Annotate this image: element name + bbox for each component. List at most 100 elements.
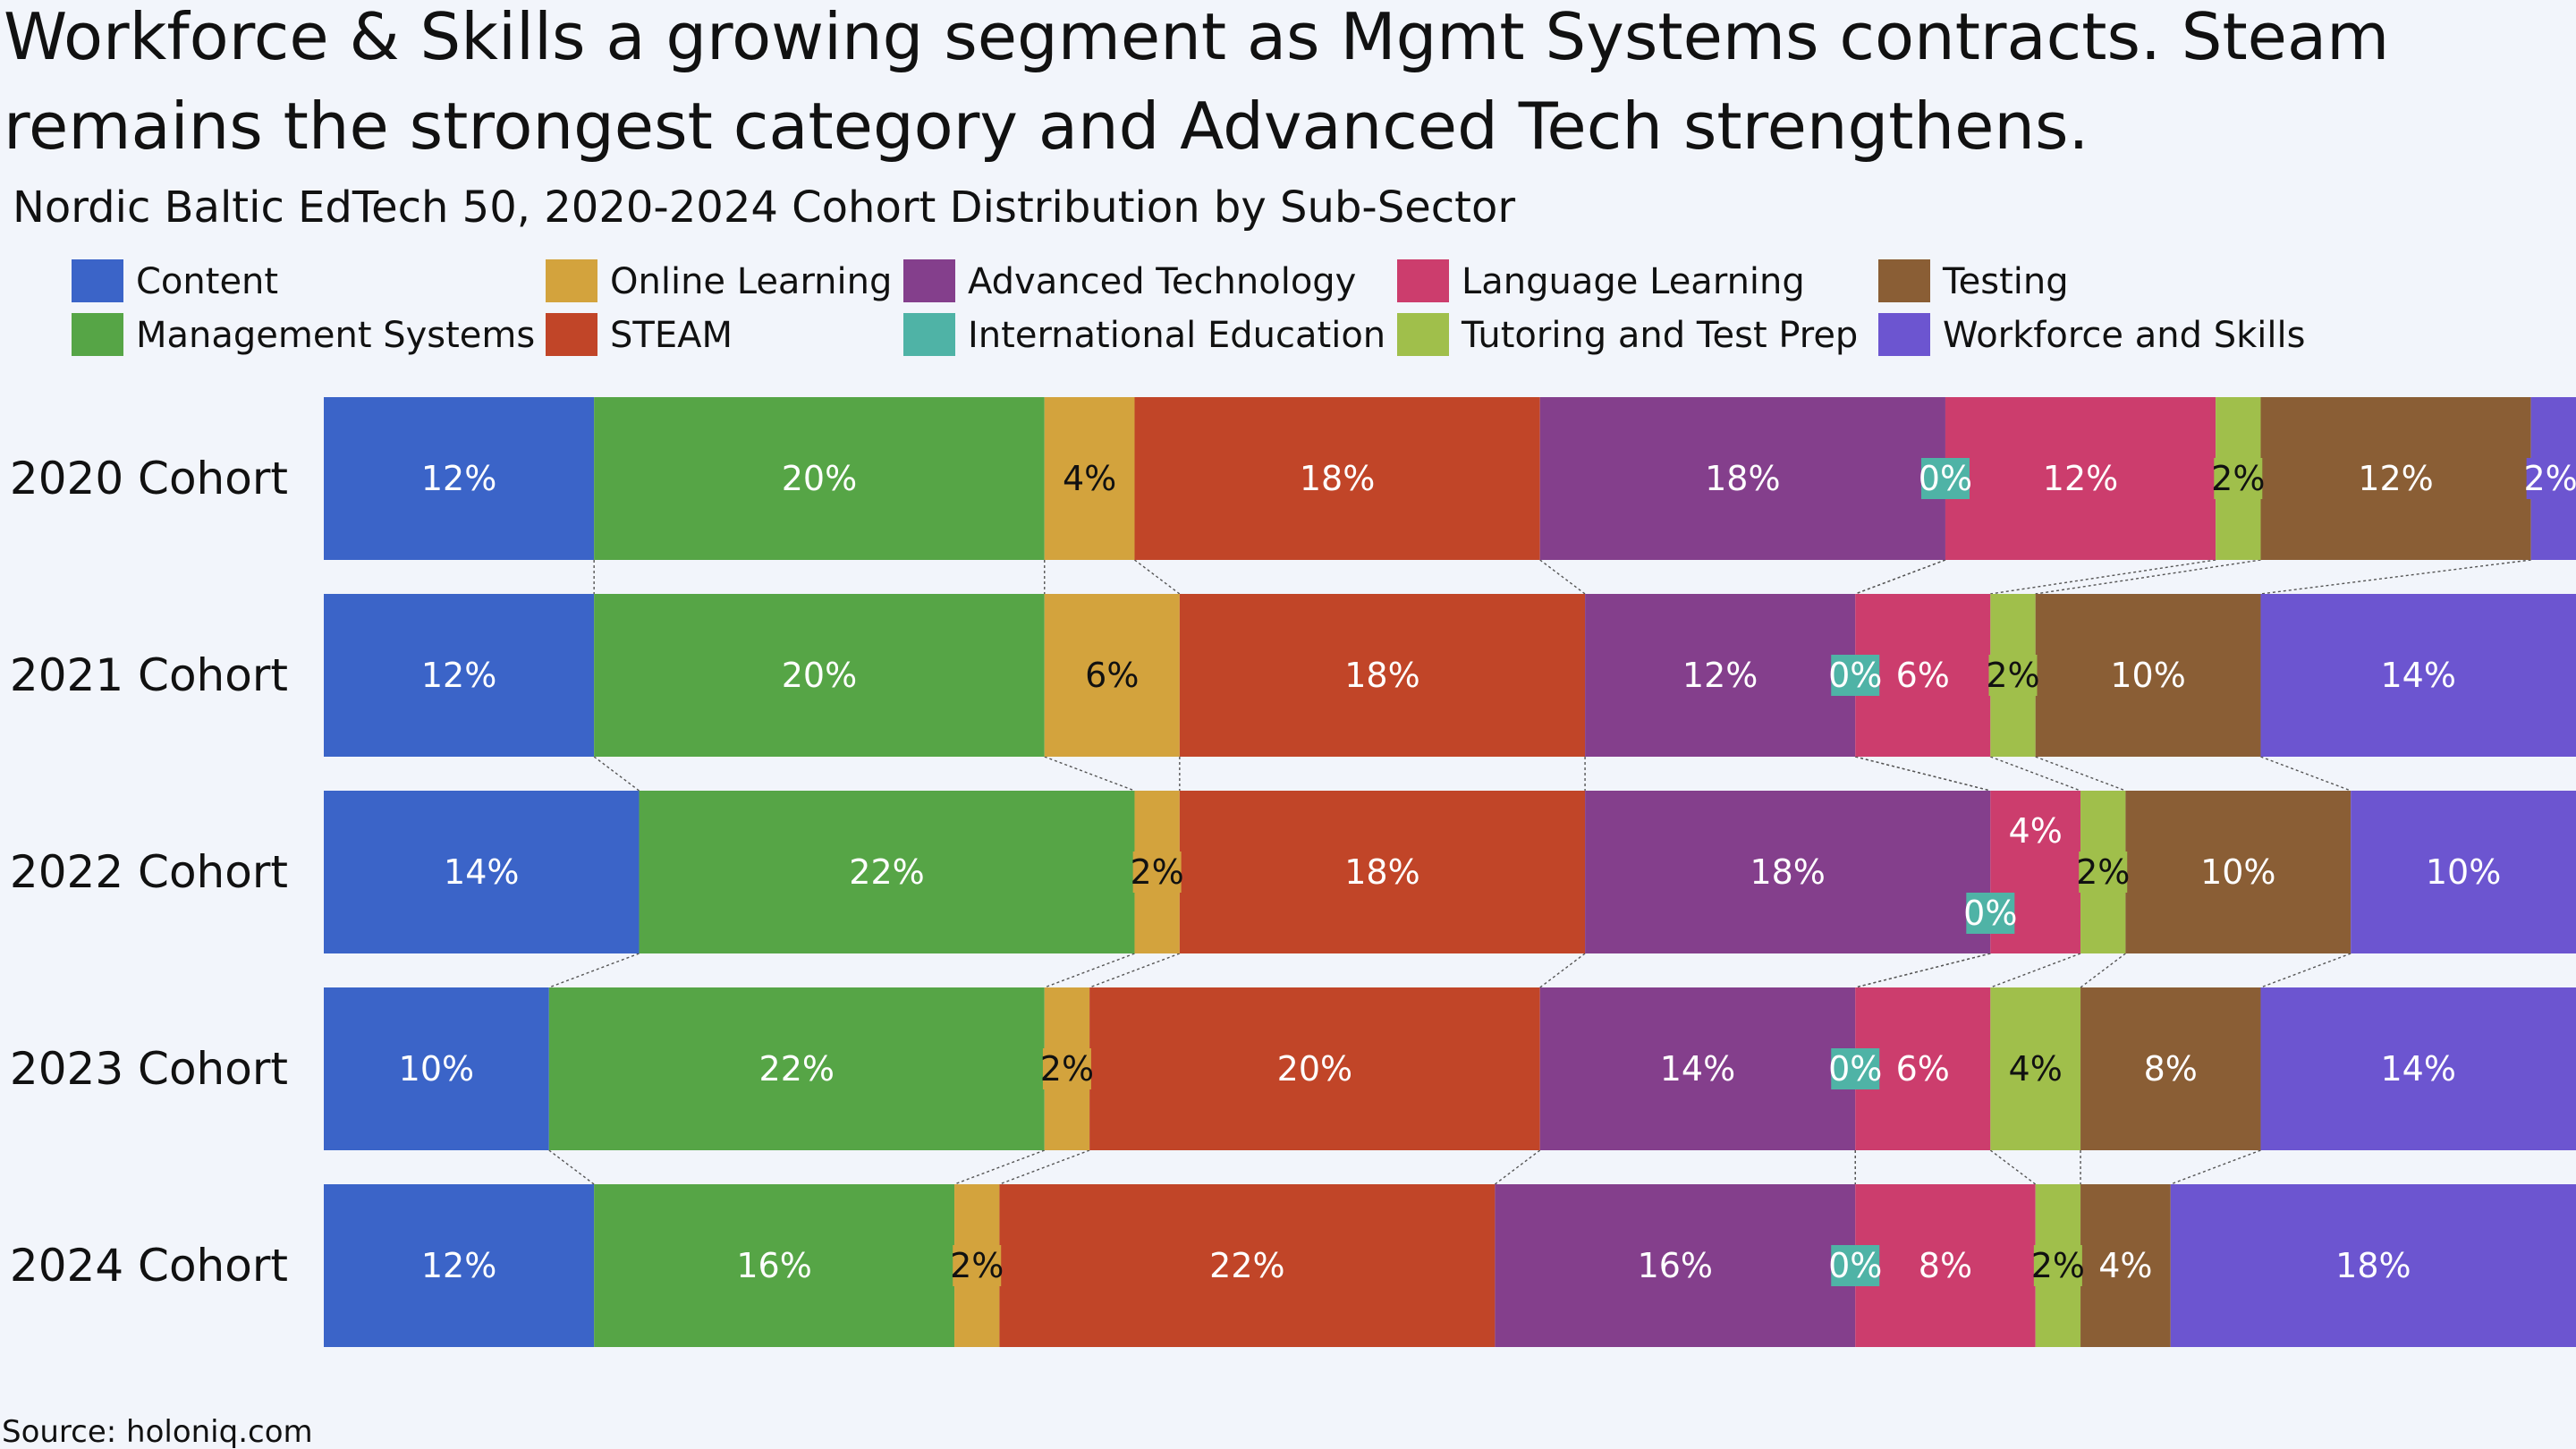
legend-label-management-systems: Management Systems [136, 315, 535, 356]
legend-swatch-testing [1878, 259, 1930, 302]
legend-swatch-steam [546, 313, 597, 356]
bar-segment-management-systems-2020-cohort [594, 397, 1045, 560]
chart-subtitle: Nordic Baltic EdTech 50, 2020-2024 Cohor… [13, 182, 1515, 233]
legend-label-advanced-technology: Advanced Technology [968, 261, 1356, 302]
bar-segment-steam-2020-cohort [1134, 397, 1540, 560]
data-label-workforce-and-skills-2021-cohort: 14% [2381, 656, 2456, 695]
data-label-online-learning-2021-cohort: 6% [1085, 656, 1139, 695]
bar-segment-steam-2021-cohort [1179, 594, 1586, 757]
data-label-tutoring-and-test-prep-2024-cohort: 2% [2031, 1246, 2085, 1285]
data-label-tutoring-and-test-prep-2023-cohort: 4% [2009, 1049, 2063, 1089]
legend-label-online-learning: Online Learning [610, 261, 892, 302]
bar-segment-management-systems-2022-cohort [639, 791, 1135, 953]
data-label-international-education-2020-cohort-bg [1920, 458, 1970, 499]
legend-item-workforce-and-skills: Workforce and Skills [1878, 313, 2305, 356]
chart-title-line-1: Workforce & Skills a growing segment as … [4, 0, 2389, 74]
bar-segment-language-learning-2024-cohort [1855, 1184, 2036, 1347]
legend-label-content: Content [136, 261, 278, 302]
data-label-content-2022-cohort: 14% [444, 852, 519, 892]
connector-lines [548, 559, 2531, 1185]
data-label-advanced-technology-2022-cohort: 18% [1750, 852, 1825, 892]
connector-line [1990, 756, 2081, 792]
bar-segment-advanced-technology-2022-cohort [1585, 791, 1991, 953]
data-label-content-2023-cohort: 10% [399, 1049, 474, 1089]
data-label-online-learning-2020-cohort: 4% [1063, 459, 1116, 498]
bar-segment-testing-2024-cohort [2080, 1184, 2171, 1347]
bar-segment-content-2021-cohort [324, 594, 595, 757]
connector-line [2080, 953, 2126, 988]
data-label-content-2020-cohort: 12% [421, 459, 496, 498]
source-note: Source: holoniq.com [2, 1414, 313, 1449]
bar-segment-testing-2020-cohort [2260, 397, 2531, 560]
data-label-online-learning-2023-cohort-bg [1042, 1048, 1091, 1089]
data-label-international-education-2022-cohort-bg [1966, 893, 2015, 934]
bar-row-2021-cohort [324, 594, 2576, 757]
data-label-testing-2023-cohort: 8% [2144, 1049, 2198, 1089]
data-label-online-learning-2022-cohort: 2% [1131, 852, 1184, 892]
connector-line [1854, 559, 1946, 595]
legend-label-international-education: International Education [968, 315, 1385, 356]
connector-line [1044, 756, 1135, 792]
legend-item-content: Content [72, 259, 278, 302]
data-label-language-learning-2022-cohort: 4% [2009, 811, 2063, 851]
data-label-online-learning-2024-cohort-bg [953, 1245, 1002, 1286]
bar-segment-testing-2022-cohort [2125, 791, 2351, 953]
row-labels: 2020 Cohort 2021 Cohort 2022 Cohort 2023 Co… [10, 453, 288, 1292]
connector-line [1990, 559, 2216, 595]
legend-item-international-education: International Education [903, 313, 1385, 356]
legend-swatch-language-learning [1397, 259, 1449, 302]
data-label-international-education-2023-cohort-bg [1831, 1048, 1880, 1089]
bar-segment-workforce-and-skills-2024-cohort [2170, 1184, 2576, 1347]
data-label-advanced-technology-2023-cohort: 14% [1660, 1049, 1735, 1089]
data-label-international-education-2021-cohort-bg [1831, 655, 1880, 696]
chart-title: Workforce & Skills a growing segment as … [4, 0, 2389, 164]
legend-item-online-learning: Online Learning [546, 259, 892, 302]
bar-segment-online-learning-2021-cohort [1044, 594, 1180, 757]
data-label-management-systems-2024-cohort: 16% [736, 1246, 811, 1285]
bar-segment-steam-2024-cohort [999, 1184, 1496, 1347]
data-label-language-learning-2024-cohort: 8% [1919, 1246, 1972, 1285]
legend-swatch-content [72, 259, 123, 302]
row-label-2023-cohort: 2023 Cohort [10, 1043, 288, 1095]
connector-line [1539, 953, 1586, 988]
bar-segment-workforce-and-skills-2022-cohort [2351, 791, 2576, 953]
data-label-international-education-2024-cohort-bg [1831, 1245, 1880, 1286]
data-label-international-education-2022-cohort: 0% [1963, 894, 2017, 933]
bar-row-2024-cohort [324, 1184, 2576, 1347]
bar-segment-language-learning-2020-cohort [1945, 397, 2216, 560]
data-label-international-education-2024-cohort: 0% [1828, 1246, 1882, 1285]
connector-line [1494, 1149, 1541, 1185]
bar-segment-online-learning-2020-cohort [1044, 397, 1135, 560]
bar-row-2020-cohort [324, 397, 2576, 560]
row-label-2024-cohort: 2024 Cohort [10, 1240, 288, 1292]
row-label-2020-cohort: 2020 Cohort [10, 453, 288, 504]
connector-line [2035, 559, 2261, 595]
data-label-online-learning-2023-cohort: 2% [1040, 1049, 1094, 1089]
bar-segment-content-2020-cohort [324, 397, 595, 560]
legend-swatch-advanced-technology [903, 259, 955, 302]
connector-line [1134, 559, 1181, 595]
legend-label-workforce-and-skills: Workforce and Skills [1943, 315, 2305, 356]
bars [324, 397, 2576, 1347]
bar-segment-testing-2023-cohort [2080, 987, 2261, 1150]
legend-label-tutoring-and-test-prep: Tutoring and Test Prep [1461, 315, 1858, 356]
legend-item-testing: Testing [1878, 259, 2069, 302]
legend-item-language-learning: Language Learning [1397, 259, 1805, 302]
data-label-language-learning-2020-cohort: 12% [2043, 459, 2118, 498]
data-label-tutoring-and-test-prep-2022-cohort-bg [2079, 852, 2128, 893]
data-label-steam-2024-cohort: 22% [1209, 1246, 1284, 1285]
data-label-testing-2020-cohort: 12% [2358, 459, 2433, 498]
connector-line [1855, 953, 1991, 988]
legend-label-language-learning: Language Learning [1462, 261, 1805, 302]
legend-item-tutoring-and-test-prep: Tutoring and Test Prep [1397, 313, 1858, 356]
data-label-content-2021-cohort: 12% [421, 656, 496, 695]
data-label-steam-2021-cohort: 18% [1344, 656, 1419, 695]
data-label-online-learning-2024-cohort: 2% [950, 1246, 1004, 1285]
data-label-content-2024-cohort: 12% [421, 1246, 496, 1285]
bar-segment-steam-2022-cohort [1179, 791, 1586, 953]
legend-swatch-management-systems [72, 313, 123, 356]
bar-segment-workforce-and-skills-2021-cohort [2260, 594, 2576, 757]
data-label-international-education-2021-cohort: 0% [1828, 656, 1882, 695]
